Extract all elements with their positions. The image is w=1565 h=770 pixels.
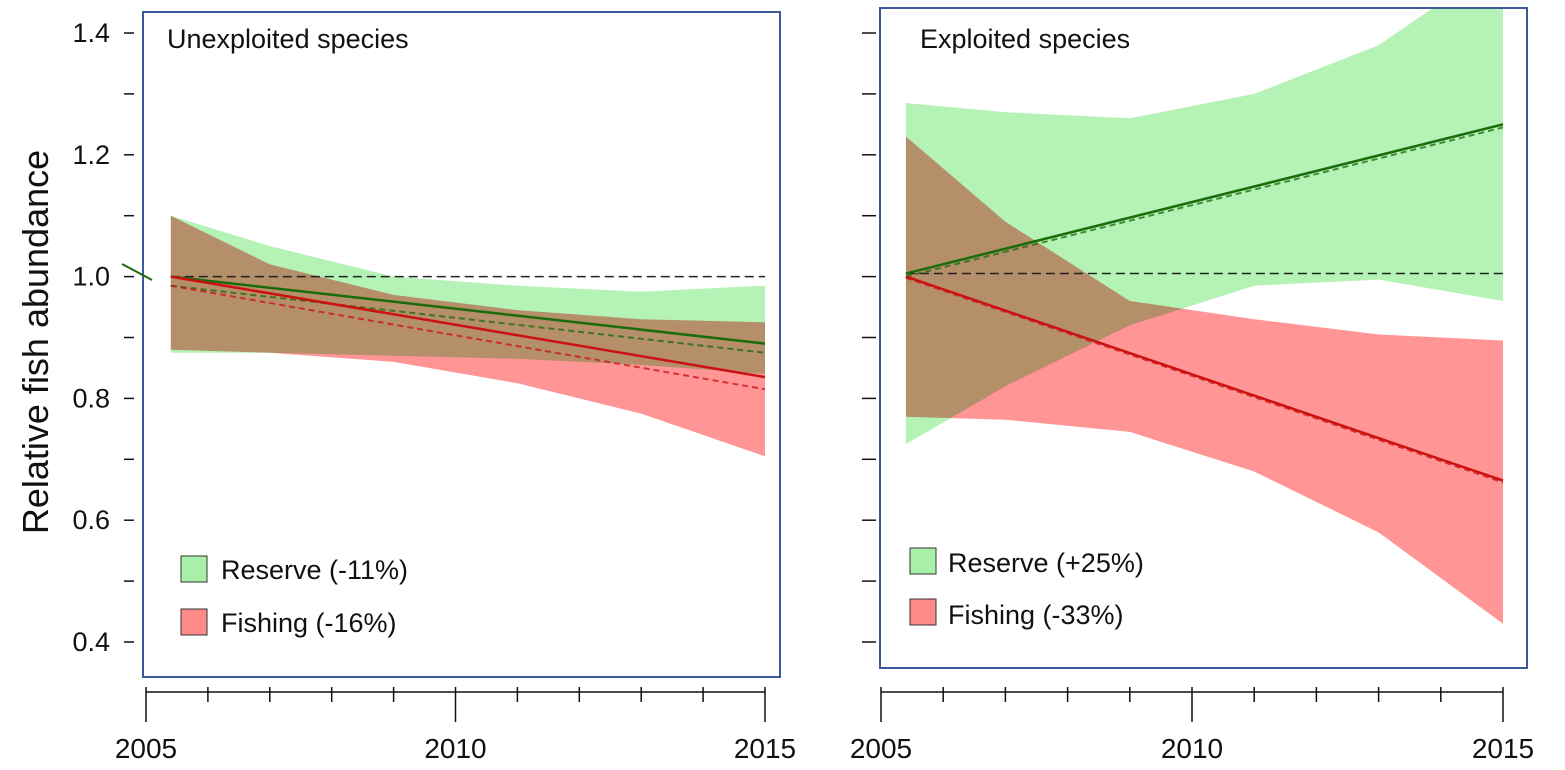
legend-unexploited: Reserve (-11%) Fishing (-16%) <box>180 555 408 638</box>
legend-label-fishing-exploited: Fishing (-33%) <box>948 600 1124 630</box>
y-axis-unexploited: 0.4 0.6 0.8 1.0 1.2 1.4 <box>72 18 153 657</box>
x-tick-label: 2010 <box>1161 733 1223 764</box>
trend-line-fishing-unexploited <box>170 275 766 379</box>
y-tick-label: 1.4 <box>72 18 110 48</box>
legend-swatch-fishing-unexploited <box>180 608 208 636</box>
panel-exploited: Exploited species <box>879 7 1528 669</box>
panel-unexploited: Unexploited species <box>142 11 781 678</box>
x-tick-label: 2005 <box>115 733 177 764</box>
legend-swatch-reserve-exploited <box>909 547 937 575</box>
y-tick-label: 1.0 <box>72 262 110 292</box>
y-tick-label: 0.4 <box>72 627 110 657</box>
axis-connector-mark <box>121 263 153 281</box>
legend-label-reserve-unexploited: Reserve (-11%) <box>221 555 408 585</box>
legend-label-fishing-unexploited: Fishing (-16%) <box>221 608 397 638</box>
trend-line-fishing-exploited <box>905 275 1504 482</box>
legend-swatch-fishing-exploited <box>909 598 937 626</box>
y-axis-exploited <box>862 32 876 643</box>
legend-swatch-reserve-unexploited <box>180 555 208 583</box>
x-tick-label: 2010 <box>424 733 486 764</box>
x-tick-label: 2005 <box>850 733 912 764</box>
trend-dashed-reserve-exploited <box>905 126 1504 278</box>
y-tick-label: 0.6 <box>72 505 110 535</box>
panel-frame-exploited <box>879 7 1528 669</box>
y-tick-label: 1.2 <box>72 140 110 170</box>
panel-title-unexploited: Unexploited species <box>167 24 409 54</box>
trend-dashed-fishing-unexploited <box>170 284 766 391</box>
trend-line-reserve-exploited <box>905 123 1504 275</box>
trend-line-reserve-unexploited <box>170 275 766 345</box>
x-axis-unexploited: 2005 2010 2015 <box>115 687 796 764</box>
panel-frame-unexploited <box>142 11 781 678</box>
y-tick-label: 0.8 <box>72 383 110 413</box>
legend-exploited: Reserve (+25%) Fishing (-33%) <box>909 547 1144 630</box>
y-axis-label: Relative fish abundance <box>15 150 56 534</box>
panel-title-exploited: Exploited species <box>920 24 1130 54</box>
legend-label-reserve-exploited: Reserve (+25%) <box>948 548 1144 578</box>
x-tick-label: 2015 <box>1472 733 1534 764</box>
x-tick-label: 2015 <box>734 733 796 764</box>
x-axis-exploited: 2005 2010 2015 <box>850 687 1534 764</box>
ci-band-fishing-unexploited <box>170 215 766 457</box>
